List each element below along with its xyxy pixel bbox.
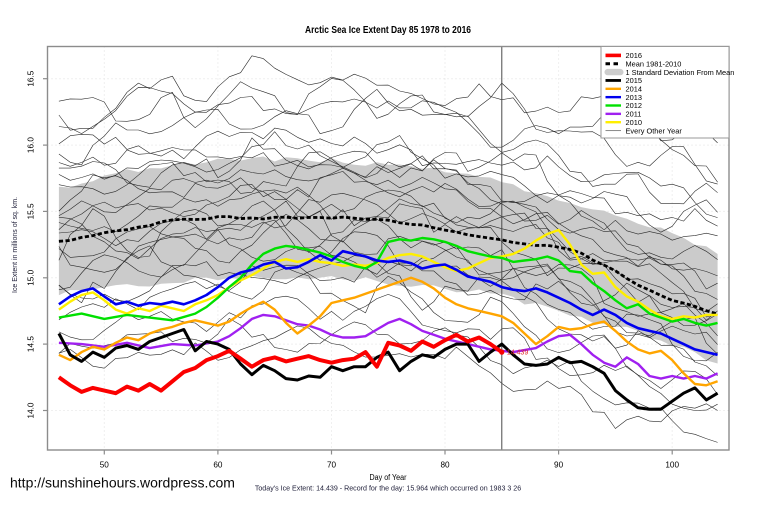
svg-text:15.0: 15.0 xyxy=(27,269,36,285)
svg-text:http://sunshinehours.wordpress: http://sunshinehours.wordpress.com xyxy=(10,475,235,491)
svg-text:2011: 2011 xyxy=(626,110,642,119)
svg-text:Every Other Year: Every Other Year xyxy=(626,126,683,135)
svg-text:90: 90 xyxy=(554,461,564,470)
svg-text:Mean 1981-2010: Mean 1981-2010 xyxy=(626,59,682,68)
svg-text:14.439: 14.439 xyxy=(507,350,529,357)
svg-text:2012: 2012 xyxy=(626,101,642,110)
svg-text:100: 100 xyxy=(665,461,679,470)
svg-text:2016: 2016 xyxy=(626,51,642,60)
svg-text:80: 80 xyxy=(440,461,450,470)
svg-text:70: 70 xyxy=(327,461,337,470)
svg-text:14.5: 14.5 xyxy=(27,336,36,352)
svg-text:50: 50 xyxy=(100,461,110,470)
svg-text:2015: 2015 xyxy=(626,76,642,85)
svg-text:1 Standard Deviation From Mean: 1 Standard Deviation From Mean xyxy=(626,68,735,77)
svg-text:Today's Ice Extent: 14.439 -: Today's Ice Extent: 14.439 - Record for … xyxy=(255,485,521,493)
svg-text:Day of Year: Day of Year xyxy=(370,473,407,482)
svg-text:Ice Extent in millions of sq.: Ice Extent in millions of sq. km. xyxy=(12,197,19,293)
svg-text:2010: 2010 xyxy=(626,118,642,127)
svg-text:16.5: 16.5 xyxy=(27,70,36,86)
svg-text:15.5: 15.5 xyxy=(27,203,36,219)
svg-text:60: 60 xyxy=(213,461,223,470)
svg-text:2014: 2014 xyxy=(626,85,642,94)
svg-text:16.0: 16.0 xyxy=(27,137,36,153)
svg-text:14.0: 14.0 xyxy=(27,402,36,418)
svg-text:Arctic Sea Ice Extent Day 85 1: Arctic Sea Ice Extent Day 85 1978 to 201… xyxy=(305,25,471,36)
svg-text:2013: 2013 xyxy=(626,93,642,102)
